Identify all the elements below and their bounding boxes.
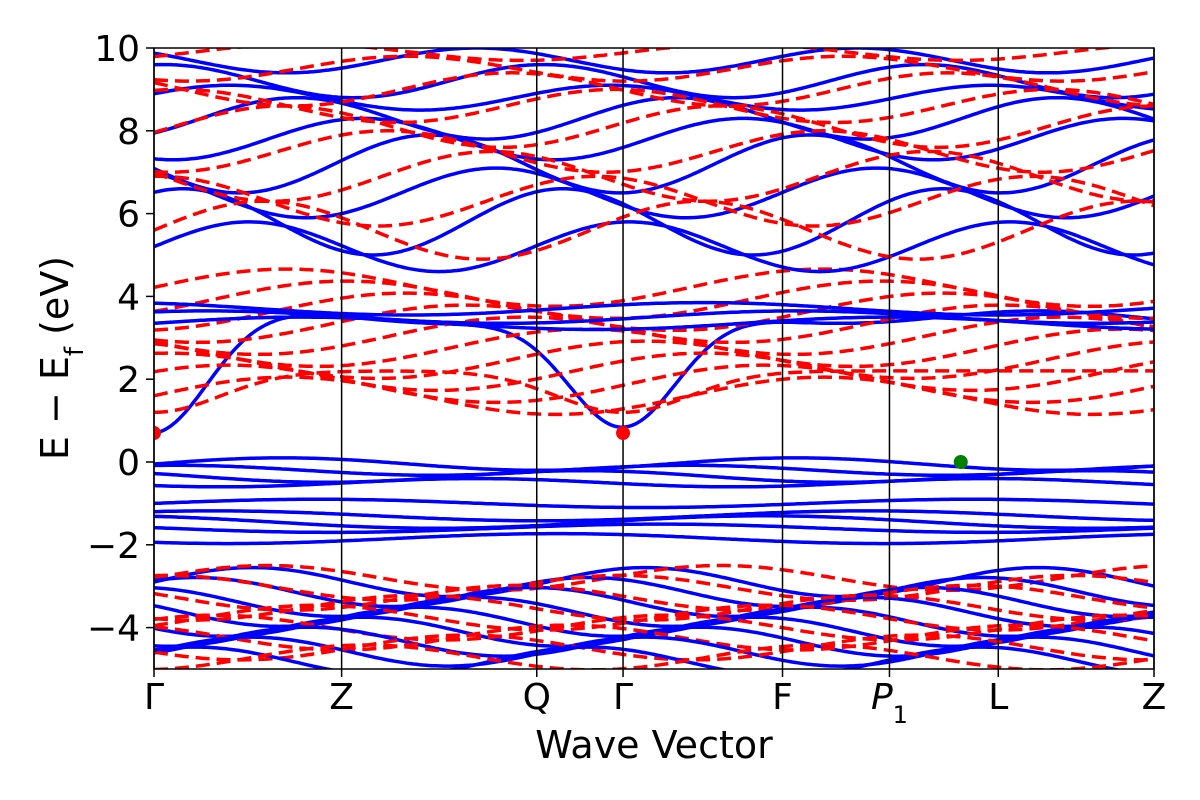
band-line-spin-down [154,48,1123,63]
x-axis-label: Wave Vector [535,723,773,767]
y-tick-label: 10 [94,29,140,70]
band-line-spin-up [154,315,1154,332]
marker-cbm [616,426,631,441]
band-line-spin-down [154,87,1154,125]
plot-frame [153,47,1155,670]
marker-vbm [953,455,968,469]
band-lines [154,48,1154,669]
band-line-spin-up [154,645,1123,669]
x-tick-label: Z [1142,677,1167,718]
band-line-spin-down [154,603,1154,632]
band-line-spin-down [154,303,1154,345]
x-tick-label: Q [523,677,551,718]
band-line-spin-up [154,565,1154,599]
y-axis-label: E − Ef (eV) [33,256,90,460]
band-line-spin-up [154,476,1154,489]
x-tick-label: L [988,677,1008,718]
band-line-spin-down [154,199,1154,261]
band-line-spin-down [154,369,1154,415]
band-line-spin-up [154,575,1154,609]
band-line-spin-up [154,187,1154,257]
band-line-spin-down [154,643,1154,669]
y-tick-label: 0 [117,443,140,484]
x-tick-label: P1 [871,677,908,729]
band-line-spin-down [154,267,1154,309]
band-line-spin-up [154,635,1154,668]
band-line-spin-up [154,95,1154,141]
y-axis-label-sub: f [60,346,90,356]
band-line-spin-down [154,623,1154,652]
band-line-spin-down [154,363,1154,405]
band-line-spin-up [154,220,1154,274]
y-axis-label-unit: (eV) [33,256,77,347]
y-axis-ticks: −4 −2 0 2 4 6 8 10 [87,29,154,650]
band-line-spin-up [154,62,1154,100]
band-line-spin-up [154,48,1154,75]
y-tick-label: 6 [117,195,140,236]
band-line-spin-down [154,573,1154,603]
high-symmetry-lines [153,48,1155,669]
band-line-spin-up [154,300,1154,317]
band-line-spin-up [154,531,1154,546]
band-line-spin-down [154,104,1154,150]
y-tick-label: 4 [117,277,140,318]
y-tick-label: −4 [87,609,140,650]
band-line-spin-down [154,174,1154,228]
y-tick-label: 2 [117,360,140,401]
x-tick-label: F [772,677,793,718]
band-line-spin-up [154,468,1154,485]
y-axis-label-main: E − E [33,356,77,460]
band-line-spin-down [154,149,1154,203]
band-line-spin-up [154,309,1154,326]
band-line-spin-up [154,514,1154,530]
x-tick-label: Z [329,677,354,718]
x-tick-label: Γ [613,677,633,718]
x-axis-ticks: Γ Z Q Γ F P1 L Z [144,669,1166,729]
band-line-spin-up [154,585,1154,619]
band-line-spin-up [154,625,1154,658]
extrema-markers [154,426,968,469]
band-line-spin-down [154,583,1154,612]
band-line-spin-up [154,497,1154,510]
band-line-spin-up [154,133,1154,195]
x-tick-label: Γ [144,677,164,718]
band-line-spin-down [154,54,1154,83]
band-line-spin-up [154,522,1154,535]
band-line-spin-down [154,129,1154,174]
marker-cbm [154,426,161,441]
y-tick-label: 8 [117,112,140,153]
band-line-spin-up [154,116,1154,162]
y-tick-label: −2 [87,526,140,567]
band-line-spin-down [154,375,1154,417]
